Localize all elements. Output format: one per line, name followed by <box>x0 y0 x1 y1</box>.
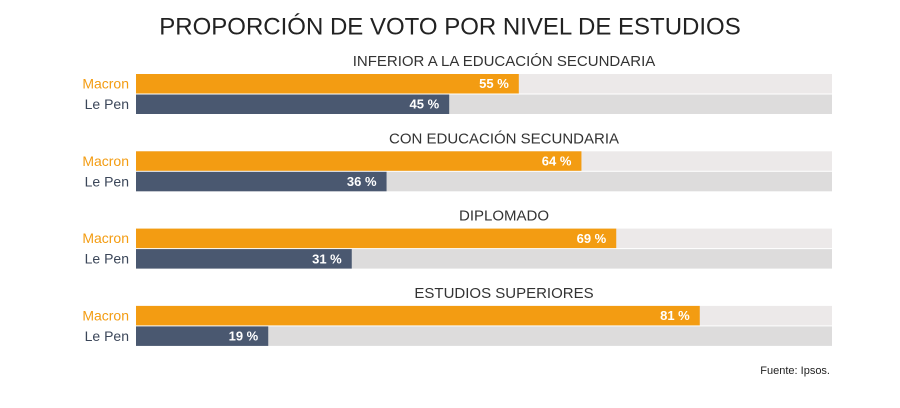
value-label: 36 % <box>347 174 377 189</box>
series-label: Macron <box>82 230 129 246</box>
bar <box>136 74 519 94</box>
series-label: Macron <box>82 153 129 169</box>
bar <box>136 171 387 192</box>
bar <box>136 228 617 249</box>
bar <box>136 94 450 114</box>
bar <box>136 305 700 326</box>
series-label: Le Pen <box>85 328 129 344</box>
bar <box>136 249 352 269</box>
value-label: 45 % <box>410 97 440 112</box>
group-title: DIPLOMADO <box>459 208 549 225</box>
value-label: 55 % <box>479 76 509 91</box>
series-label: Le Pen <box>85 96 129 112</box>
series-label: Macron <box>82 75 129 91</box>
bar <box>136 151 582 171</box>
value-label: 64 % <box>542 153 572 168</box>
source: Fuente: Ipsos. <box>760 365 830 377</box>
value-label: 31 % <box>312 251 342 266</box>
value-label: 69 % <box>577 231 607 246</box>
value-label: 81 % <box>660 308 690 323</box>
group-title: CON EDUCACIÓN SECUNDARIA <box>389 130 619 147</box>
bar-track <box>136 326 832 346</box>
chart-title: PROPORCIÓN DE VOTO POR NIVEL DE ESTUDIOS <box>159 13 740 40</box>
group-title: ESTUDIOS SUPERIORES <box>414 285 593 302</box>
bar <box>136 326 269 346</box>
series-label: Le Pen <box>85 173 129 189</box>
series-label: Le Pen <box>85 251 129 267</box>
value-label: 19 % <box>229 329 259 344</box>
series-label: Macron <box>82 307 129 323</box>
group-title: INFERIOR A LA EDUCACIÓN SECUNDARIA <box>353 53 656 70</box>
